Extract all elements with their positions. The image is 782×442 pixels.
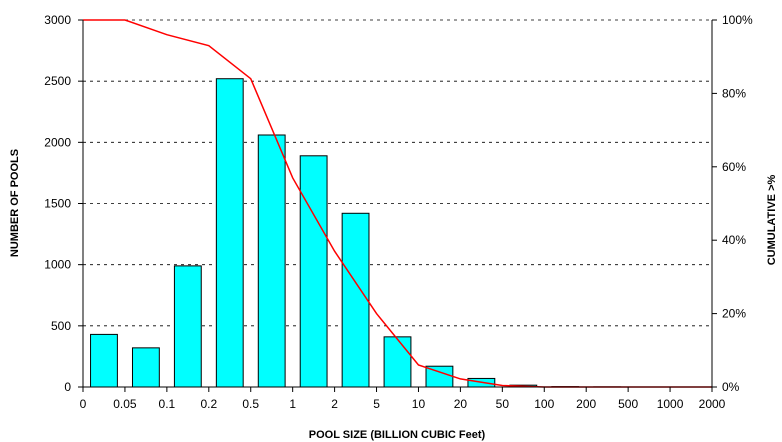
x-tick-label: 0.1 <box>159 397 176 411</box>
y2-tick-label: 40% <box>722 233 746 247</box>
axes <box>78 19 717 392</box>
x-tick-label: 0.2 <box>200 397 217 411</box>
y-tick-label: 500 <box>51 319 71 333</box>
y-tick-label: 2000 <box>44 135 71 149</box>
y2-tick-label: 0% <box>722 380 740 394</box>
bar-5 <box>341 212 370 388</box>
bar-1 <box>257 134 286 388</box>
y2-tick-label: 80% <box>722 86 746 100</box>
x-tick-label: 0.5 <box>242 397 259 411</box>
x-tick-label: 1000 <box>657 397 684 411</box>
x-tick-label: 5 <box>373 397 380 411</box>
x-tick-label: 500 <box>618 397 638 411</box>
x-tick-label: 20 <box>454 397 468 411</box>
x-tick-label: 1 <box>289 397 296 411</box>
x-axis-title: POOL SIZE (BILLION CUBIC Feet) <box>309 429 486 441</box>
x-tick-label: 0 <box>80 397 87 411</box>
x-tick-label: 0.05 <box>113 397 137 411</box>
y-tick-label: 1500 <box>44 197 71 211</box>
tick-labels: 0500100015002000250030000%20%40%60%80%10… <box>44 13 753 411</box>
y2-axis-title: CUMULATIVE >% <box>766 175 778 266</box>
y-tick-label: 1000 <box>44 258 71 272</box>
y2-tick-label: 100% <box>722 13 753 27</box>
bar-0.5 <box>215 78 244 388</box>
bar-0.1 <box>131 347 160 388</box>
bar-10 <box>383 336 412 388</box>
y-axis-title: NUMBER OF POOLS <box>9 149 21 257</box>
y2-tick-label: 60% <box>722 160 746 174</box>
x-tick-label: 2000 <box>699 397 726 411</box>
bar-2 <box>299 155 328 388</box>
x-tick-label: 10 <box>412 397 426 411</box>
y-tick-label: 3000 <box>44 13 71 27</box>
y2-tick-label: 20% <box>722 307 746 321</box>
x-tick-label: 100 <box>534 397 554 411</box>
x-tick-label: 50 <box>496 397 510 411</box>
bar-0.2 <box>173 265 202 388</box>
bars <box>90 78 622 388</box>
bar-0.05 <box>90 333 118 388</box>
x-tick-label: 2 <box>331 397 338 411</box>
x-tick-label: 200 <box>576 397 596 411</box>
y-tick-label: 0 <box>64 380 71 394</box>
y-tick-label: 2500 <box>44 74 71 88</box>
